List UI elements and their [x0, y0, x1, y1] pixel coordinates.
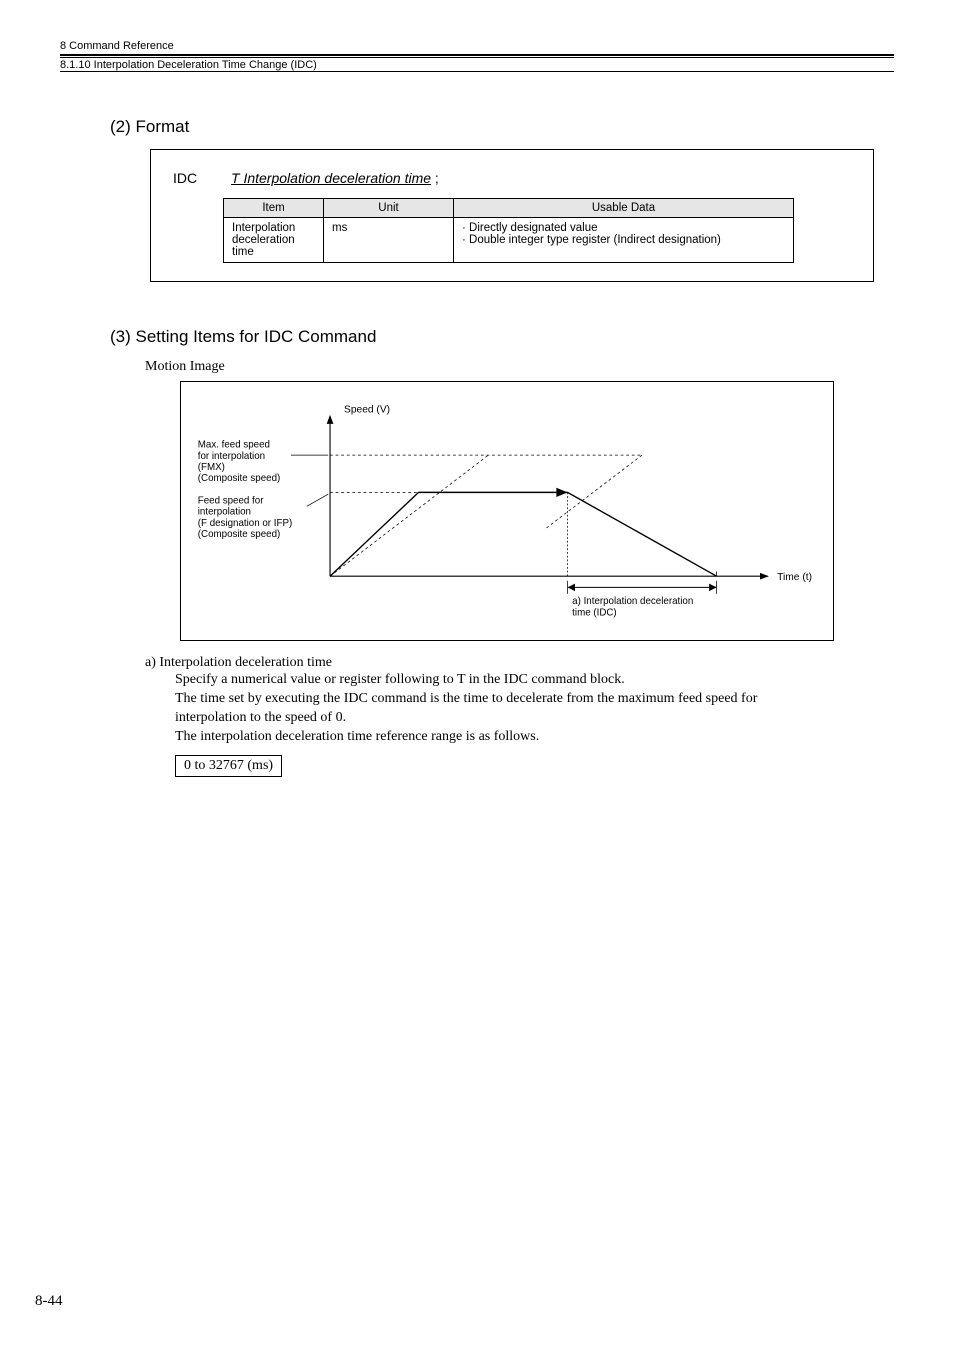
- range-box: 0 to 32767 (ms): [175, 755, 282, 777]
- format-box: IDC T Interpolation deceleration time ; …: [150, 149, 874, 282]
- td-unit: ms: [324, 218, 454, 263]
- explain-l1: Specify a numerical value or register fo…: [175, 671, 894, 690]
- explain-a-label: a) Interpolation deceleration time: [145, 655, 894, 671]
- chapter-label: 8 Command Reference: [60, 40, 894, 52]
- chart-svg: Speed (V) Time (t) a) Interpolation dece…: [181, 382, 833, 640]
- axis-y-label: Speed (V): [344, 404, 390, 415]
- th-unit: Unit: [324, 199, 454, 218]
- table-header-row: Item Unit Usable Data: [224, 199, 794, 218]
- idc-command-line: IDC T Interpolation deceleration time ;: [173, 170, 851, 186]
- fmx-l2: for interpolation: [198, 451, 265, 462]
- idc-keyword: IDC: [173, 170, 197, 186]
- section-label: 8.1.10 Interpolation Deceleration Time C…: [60, 57, 894, 71]
- td-data-l1: · Directly designated value: [462, 222, 785, 234]
- chart-annot-1: a) Interpolation deceleration: [572, 596, 693, 607]
- axis-x-label: Time (t): [777, 572, 812, 583]
- td-item: Interpolation deceleration time: [224, 218, 324, 263]
- feed-l3: (F designation or IFP): [198, 518, 292, 529]
- fmx-l4: (Composite speed): [198, 473, 281, 484]
- section-2-title: (2) Format: [110, 117, 894, 137]
- th-data: Usable Data: [454, 199, 794, 218]
- explain-l4: The interpolation deceleration time refe…: [175, 728, 894, 747]
- feed-l4: (Composite speed): [198, 529, 281, 540]
- idc-semicolon: ;: [431, 170, 439, 186]
- explain-l3: interpolation to the speed of 0.: [175, 709, 894, 728]
- fmx-l3: (FMX): [198, 462, 225, 473]
- format-table: Item Unit Usable Data Interpolation dece…: [223, 198, 794, 263]
- fmx-l1: Max. feed speed: [198, 440, 270, 451]
- explain-l2: The time set by executing the IDC comman…: [175, 690, 894, 709]
- header-rule: 8.1.10 Interpolation Deceleration Time C…: [60, 54, 894, 72]
- section-3-title: (3) Setting Items for IDC Command: [110, 327, 894, 347]
- idc-param: T Interpolation deceleration time: [231, 170, 431, 186]
- table-row: Interpolation deceleration time ms · Dir…: [224, 218, 794, 263]
- feed-l1: Feed speed for: [198, 496, 264, 507]
- chart-annot-2: time (IDC): [572, 607, 616, 618]
- motion-chart: Speed (V) Time (t) a) Interpolation dece…: [180, 381, 834, 641]
- td-data-l2: · Double integer type register (Indirect…: [462, 234, 785, 246]
- th-item: Item: [224, 199, 324, 218]
- td-data: · Directly designated value · Double int…: [454, 218, 794, 263]
- motion-image-label: Motion Image: [145, 359, 894, 375]
- feed-l2: interpolation: [198, 507, 251, 518]
- page-number: 8-44: [35, 1293, 63, 1310]
